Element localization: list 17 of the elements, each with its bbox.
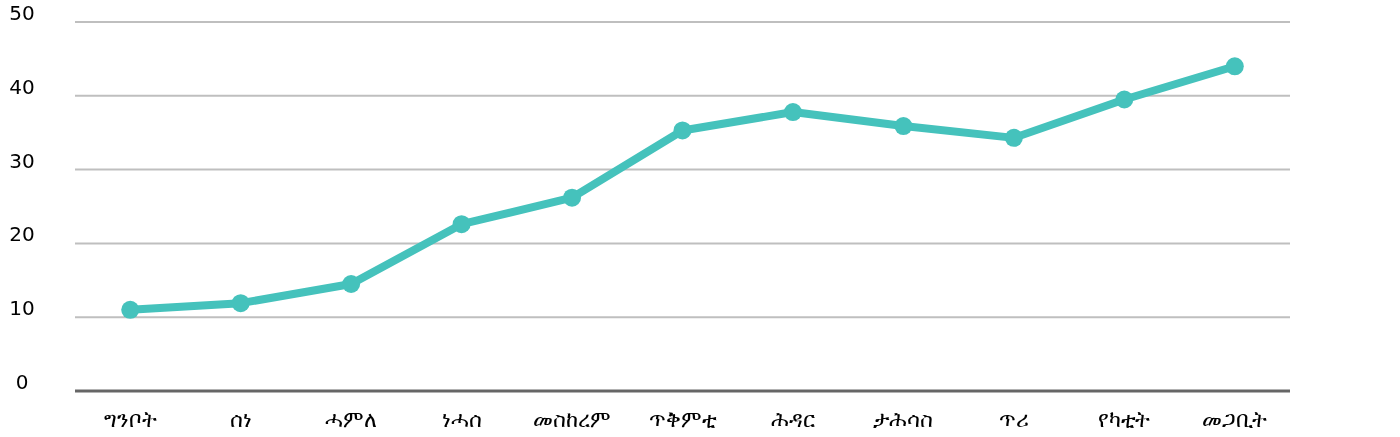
x-tick-label: ነሓሰ (441, 407, 482, 432)
y-tick-label: 20 (9, 222, 35, 247)
y-tick-label: 30 (9, 148, 35, 173)
x-tick-label: ጥሪ (998, 407, 1029, 432)
y-tick-label: 40 (9, 74, 35, 99)
x-tick-label: ሕዳር (770, 407, 815, 432)
x-tick-label: መስከረም (533, 407, 612, 432)
x-tick-label: ግንቦት (103, 407, 157, 432)
x-tick-label: የካቲት (1098, 407, 1151, 432)
x-tick-label: ሰነ (229, 407, 252, 432)
x-tick-label: መጋቢት (1202, 407, 1268, 432)
x-tick-label: ጥቅምቲ (648, 407, 717, 432)
y-tick-label: 0 (15, 370, 29, 394)
y-tick-label: 50 (9, 1, 35, 25)
x-tick-label: ሓምለ (325, 407, 378, 432)
x-tick-label: ታሕሳስ (873, 407, 934, 432)
y-tick-label: 10 (9, 296, 35, 321)
